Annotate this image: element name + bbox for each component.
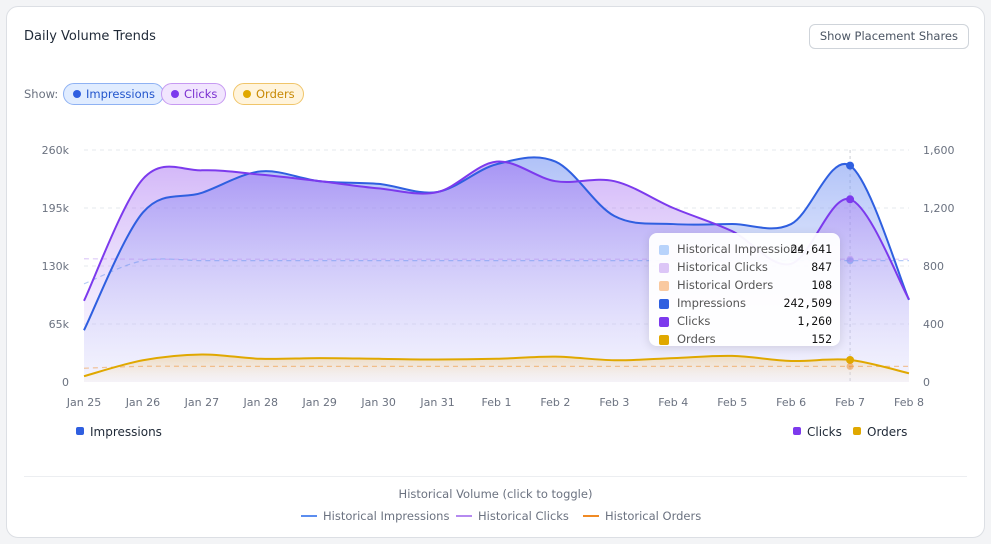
y-left-tick-label: 260k [42, 144, 70, 157]
tooltip-value: 1,260 [797, 314, 832, 328]
x-tick-label: Feb 5 [717, 396, 747, 409]
historical-label: Historical Impressions [323, 509, 450, 523]
impressions-highlight-point [846, 161, 855, 170]
legend-label: Orders [867, 425, 908, 439]
x-tick-label: Jan 29 [301, 396, 336, 409]
historical-clicks-highlight-point [846, 255, 854, 263]
orders-dot-icon [243, 90, 251, 98]
show-placement-shares-button[interactable]: Show Placement Shares [808, 24, 969, 49]
historical-volume-title: Historical Volume (click to toggle) [398, 487, 593, 501]
y-right-tick-label: 1,200 [923, 202, 955, 215]
axis-labels: 0 65k 130k 195k 260k 0 400 800 1,200 1,600 Jan 25 J… [42, 144, 955, 409]
orders-area [84, 354, 909, 382]
x-tick-label: Feb 6 [776, 396, 806, 409]
clicks-dot-icon [171, 90, 179, 98]
historical-clicks-toggle[interactable]: Historical Clicks [456, 509, 569, 523]
tooltip-swatch [659, 263, 669, 273]
volume-chart[interactable]: 0 65k 130k 195k 260k 0 400 800 1,200 1,600 Jan 25 J… [7, 7, 984, 427]
x-tick-label: Jan 28 [243, 396, 278, 409]
y-left-tick-label: 65k [49, 318, 70, 331]
historical-orders-highlight-point [846, 362, 854, 370]
orders-chip-label: Orders [256, 87, 295, 101]
orders-highlight-point [846, 355, 855, 364]
tooltip-swatch [659, 245, 669, 255]
tooltip-swatch [659, 335, 669, 345]
divider [24, 476, 967, 477]
x-tick-label: Feb 4 [658, 396, 688, 409]
x-tick-label: Jan 25 [66, 396, 101, 409]
chart-title: Daily Volume Trends [24, 29, 156, 44]
orders-legend-icon [853, 427, 861, 435]
y-right-tick-label: 800 [923, 260, 944, 273]
tooltip-row: Historical Clicks 847 [659, 260, 832, 278]
tooltip-swatch [659, 299, 669, 309]
x-tick-label: Feb 1 [482, 396, 512, 409]
legend-item-clicks[interactable]: Clicks [793, 425, 842, 439]
tooltip-value: 108 [811, 278, 832, 292]
tooltip-row: Historical Impressions 24,641 [659, 242, 832, 260]
impressions-legend-icon [76, 427, 84, 435]
tooltip-value: 847 [811, 260, 832, 274]
tooltip-swatch [659, 281, 669, 291]
y-left-tick-label: 130k [42, 260, 70, 273]
hover-tooltip: Historical Impressions 24,641 Historical… [649, 233, 840, 346]
y-right-tick-label: 1,600 [923, 144, 955, 157]
historical-impressions-toggle[interactable]: Historical Impressions [301, 509, 449, 523]
x-tick-label: Feb 7 [835, 396, 865, 409]
chart-card: Daily Volume Trends Show Placement Share… [6, 6, 985, 538]
historical-label: Historical Orders [605, 509, 702, 523]
impressions-dot-icon [73, 90, 81, 98]
impressions-chip-label: Impressions [86, 87, 155, 101]
tooltip-swatch [659, 317, 669, 327]
tooltip-label: Clicks [677, 314, 711, 328]
clicks-chip-label: Clicks [184, 87, 218, 101]
tooltip-value: 24,641 [790, 242, 832, 256]
orders-line [83, 353, 910, 378]
tooltip-row: Orders 152 [659, 332, 832, 350]
line-icon [583, 515, 599, 517]
x-tick-label: Jan 27 [184, 396, 219, 409]
show-label: Show: [24, 87, 59, 101]
tooltip-label: Historical Impressions [677, 242, 804, 256]
legend-item-impressions[interactable]: Impressions [76, 425, 162, 439]
tooltip-value: 242,509 [783, 296, 832, 310]
tooltip-row: Clicks 1,260 [659, 314, 832, 332]
x-tick-label: Jan 26 [125, 396, 160, 409]
legend-item-orders[interactable]: Orders [853, 425, 907, 439]
x-tick-label: Jan 31 [419, 396, 454, 409]
clicks-highlight-point [846, 195, 855, 204]
y-right-tick-label: 0 [923, 376, 930, 389]
tooltip-label: Orders [677, 332, 716, 346]
x-tick-label: Feb 3 [599, 396, 629, 409]
line-icon [301, 515, 317, 517]
historical-label: Historical Clicks [478, 509, 569, 523]
x-tick-label: Jan 30 [360, 396, 395, 409]
historical-orders-toggle[interactable]: Historical Orders [583, 509, 701, 523]
tooltip-label: Historical Orders [677, 278, 774, 292]
y-right-tick-label: 400 [923, 318, 944, 331]
y-left-tick-label: 0 [62, 376, 69, 389]
historical-orders-line [83, 365, 909, 369]
legend-label: Impressions [90, 425, 162, 439]
clicks-toggle-chip[interactable]: Clicks [161, 83, 227, 105]
legend-label: Clicks [807, 425, 842, 439]
clicks-legend-icon [793, 427, 801, 435]
x-tick-label: Feb 8 [894, 396, 924, 409]
tooltip-value: 152 [811, 332, 832, 346]
line-icon [456, 515, 472, 517]
impressions-toggle-chip[interactable]: Impressions [63, 83, 164, 105]
tooltip-row: Impressions 242,509 [659, 296, 832, 314]
highlight-points [846, 161, 855, 370]
tooltip-label: Impressions [677, 296, 746, 310]
y-left-tick-label: 195k [42, 202, 70, 215]
tooltip-label: Historical Clicks [677, 260, 768, 274]
x-tick-label: Feb 2 [540, 396, 570, 409]
tooltip-row: Historical Orders 108 [659, 278, 832, 296]
orders-toggle-chip[interactable]: Orders [233, 83, 304, 105]
